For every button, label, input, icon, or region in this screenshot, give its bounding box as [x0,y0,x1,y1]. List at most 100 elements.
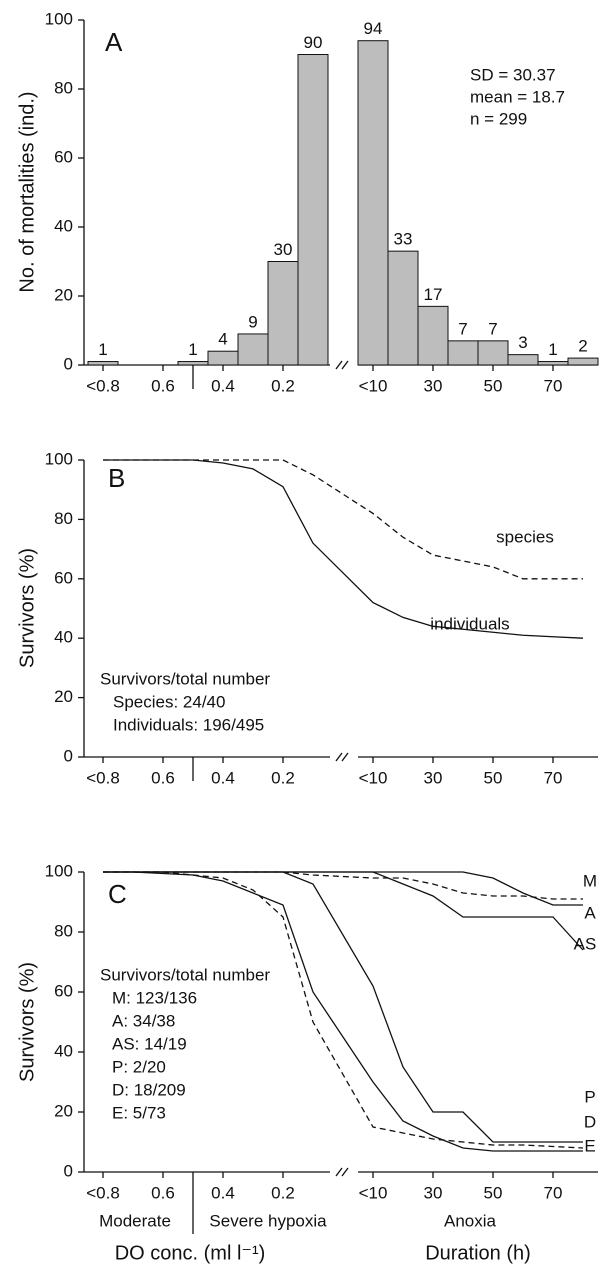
y-tick-label: 100 [45,9,73,28]
x-tick-label: 0.6 [151,1183,175,1202]
x-tick-label: 0.4 [211,768,235,787]
series-line [103,871,584,1149]
series-line [103,459,584,639]
y-tick-label: 80 [54,78,73,97]
annotation: Survivors/total number [100,669,270,688]
data-label: 90 [304,33,323,52]
data-label: 1 [548,340,557,359]
bar [177,361,209,366]
y-tick-label: 0 [64,746,73,765]
x-tick-label: 0.2 [271,768,295,787]
x-tick-label: 0.4 [211,1183,235,1202]
data-label: 7 [488,319,497,338]
axis-break [341,360,349,370]
bar [87,361,119,366]
data-label: 2 [578,337,587,356]
y-axis-label: No. of mortalities (ind.) [16,91,38,292]
bar [537,361,569,366]
axis-break [335,360,343,370]
series-line [103,459,583,580]
x-tick-label: 0.6 [151,376,175,395]
y-tick-label: 80 [54,509,73,528]
data-label: 17 [424,285,443,304]
series-label: E [584,1136,595,1155]
x-tick-label: 30 [424,376,443,395]
y-axis-label: Survivors (%) [16,548,38,668]
x-tick-label: 50 [484,768,503,787]
x-tick-label: <0.8 [86,1183,120,1202]
x-tick-label: 70 [544,1183,563,1202]
region-label: Severe hypoxia [209,1211,327,1230]
data-label: 4 [218,330,227,349]
y-tick-label: 0 [64,354,73,373]
x-tick-label: 0.6 [151,768,175,787]
x-tick-label: 30 [424,1183,443,1202]
x-tick-label: <10 [359,1183,388,1202]
data-label: 1 [188,340,197,359]
panel-label: B [108,463,125,493]
data-label: 3 [518,333,527,352]
series-label: P [584,1087,595,1106]
annotation: Survivors/total number [100,965,270,984]
y-tick-label: 20 [54,1101,73,1120]
bar [477,340,509,366]
axis-break [341,1167,349,1177]
x-tick-label: 50 [484,376,503,395]
data-label: 33 [394,230,413,249]
region-label: Moderate [99,1211,171,1230]
x-tick-label: 0.2 [271,1183,295,1202]
annotation: Individuals: 196/495 [113,715,264,734]
series-label: D [584,1112,596,1131]
bar [507,354,539,366]
series-label: M [583,871,597,890]
data-label: 1 [98,340,107,359]
series-label: A [584,903,596,922]
region-label: Anoxia [444,1211,497,1230]
y-tick-label: 20 [54,687,73,706]
annotation: M: 123/136 [112,988,197,1007]
series-line [103,871,584,951]
data-label: 30 [274,240,293,259]
data-label: 7 [458,319,467,338]
bar [207,350,239,366]
axis-break [335,752,343,762]
y-tick-label: 20 [54,285,73,304]
annotation: P: 2/20 [112,1057,166,1076]
y-tick-label: 40 [54,216,73,235]
bar [387,250,419,366]
y-axis-label: Survivors (%) [16,962,38,1082]
x-axis-label: DO conc. (ml l⁻¹) [115,1242,266,1264]
bar [357,40,389,366]
x-tick-label: 50 [484,1183,503,1202]
y-tick-label: 60 [54,981,73,1000]
series-label: individuals [430,614,509,633]
x-tick-label: <0.8 [86,376,120,395]
y-tick-label: 80 [54,921,73,940]
x-tick-label: 0.4 [211,376,235,395]
annotation: E: 5/73 [112,1103,166,1122]
x-tick-label: 70 [544,376,563,395]
y-tick-label: 60 [54,147,73,166]
x-tick-label: <10 [359,768,388,787]
x-tick-label: 0.2 [271,376,295,395]
annotation: n = 299 [470,109,527,128]
x-axis-label: Duration (h) [425,1242,531,1264]
bar [417,305,449,366]
axis-break [335,1167,343,1177]
x-tick-label: <10 [359,376,388,395]
annotation: AS: 14/19 [112,1034,187,1053]
panel-label: A [105,27,123,57]
annotation: D: 18/209 [112,1080,186,1099]
x-tick-label: <0.8 [86,768,120,787]
series-label: species [496,527,554,546]
x-tick-label: 30 [424,768,443,787]
bar [267,261,299,366]
bar [447,340,479,366]
y-tick-label: 100 [45,449,73,468]
annotation: A: 34/38 [112,1011,175,1030]
annotation: mean = 18.7 [470,87,565,106]
y-tick-label: 60 [54,568,73,587]
y-tick-label: 100 [45,861,73,880]
